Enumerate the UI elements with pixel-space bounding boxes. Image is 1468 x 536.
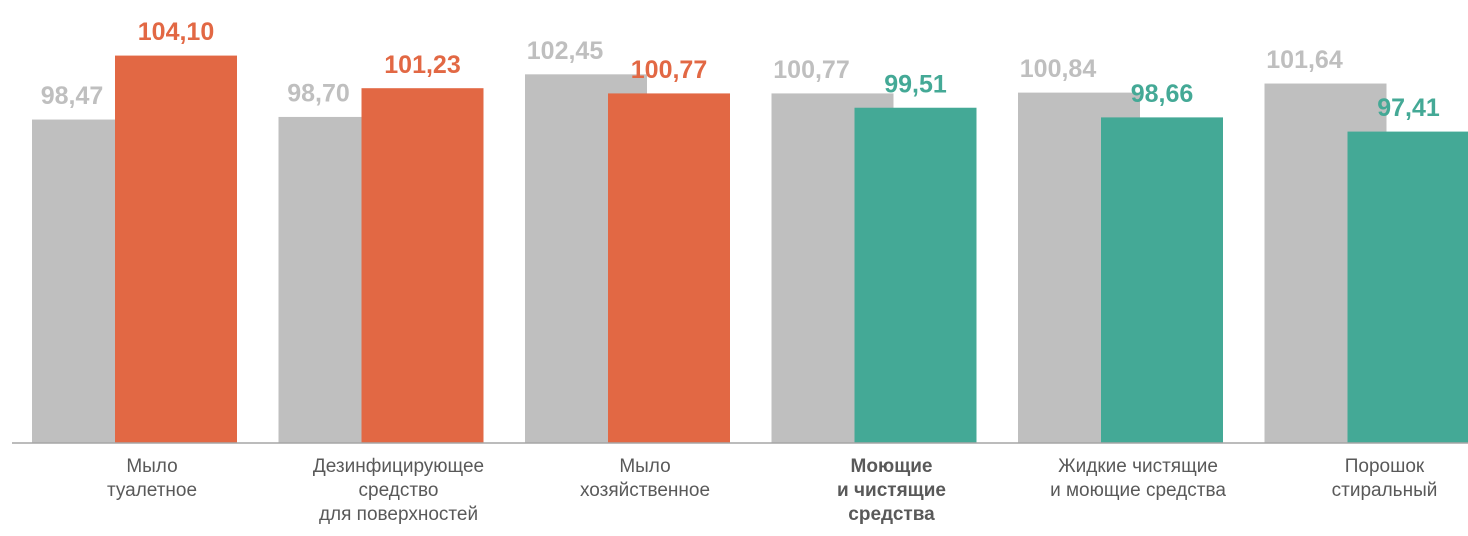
bar — [1347, 131, 1468, 443]
bar — [361, 88, 484, 443]
data-label: 100,77 — [773, 56, 849, 84]
x-tick-label: туалетное — [107, 480, 197, 501]
data-label: 100,77 — [631, 56, 707, 84]
x-tick-label: Мыло — [619, 456, 670, 477]
data-label: 100,84 — [1020, 55, 1097, 83]
x-tick-label: Мыло — [126, 456, 177, 477]
data-label: 98,47 — [41, 82, 104, 110]
x-tick-label: стиральный — [1332, 480, 1438, 501]
data-label: 98,70 — [287, 80, 350, 108]
x-tick-label: средства — [848, 504, 935, 525]
data-label: 104,10 — [138, 18, 214, 46]
bar — [1101, 117, 1223, 443]
data-label: 98,66 — [1131, 80, 1194, 108]
x-tick-label: для поверхностей — [319, 504, 478, 525]
data-label: 97,41 — [1377, 94, 1440, 122]
x-tick-label: и чистящие — [837, 480, 946, 501]
x-tick-label: Моющие — [851, 456, 933, 477]
data-label: 102,45 — [527, 37, 604, 65]
x-tick-label: хозяйственное — [580, 480, 710, 501]
x-tick-label: Порошок — [1345, 456, 1425, 477]
x-tick-label: Дезинфицирующее — [313, 456, 484, 477]
bar — [115, 55, 237, 443]
bar — [608, 93, 730, 443]
data-label: 101,23 — [384, 51, 460, 79]
bar — [854, 107, 977, 443]
x-tick-label: Жидкие чистящие — [1058, 456, 1218, 477]
x-tick-label: средство — [359, 480, 439, 501]
data-label: 101,64 — [1266, 46, 1343, 74]
x-tick-label: и моющие средства — [1050, 480, 1226, 501]
data-label: 99,51 — [884, 70, 947, 98]
